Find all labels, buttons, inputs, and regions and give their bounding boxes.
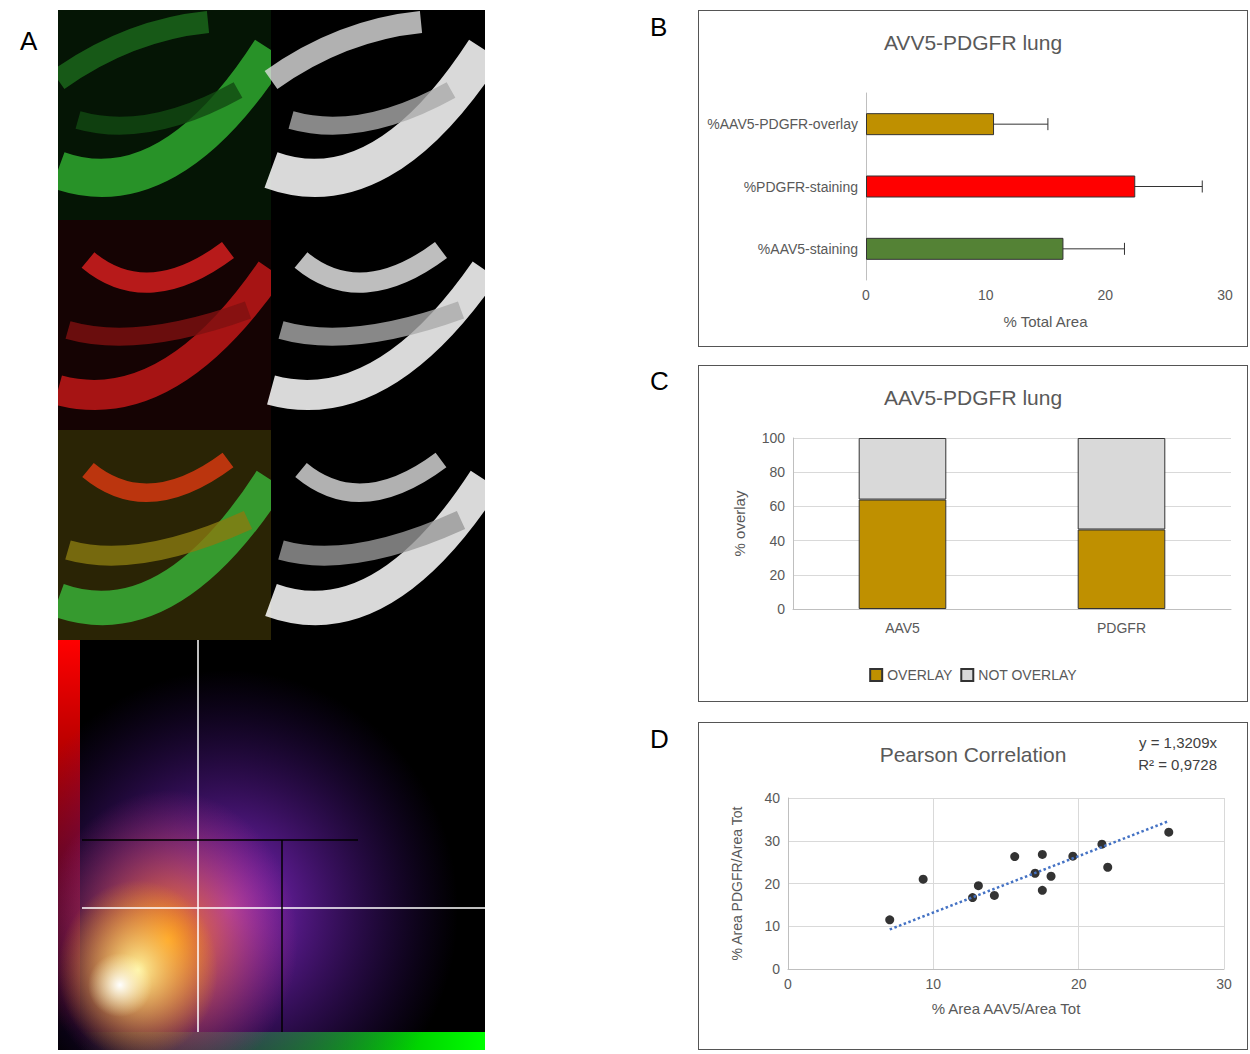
html-text:C: C xyxy=(650,366,669,396)
svg-text:0: 0 xyxy=(784,976,792,992)
svg-text:20: 20 xyxy=(1071,976,1087,992)
html-text:D: D xyxy=(650,724,669,754)
svg-text:% Area PDGFR/Area Tot: % Area PDGFR/Area Tot xyxy=(729,806,745,960)
svg-text:OVERLAY: OVERLAY xyxy=(887,667,953,683)
svg-text:10: 10 xyxy=(926,976,942,992)
svg-text:AVV5-PDGFR lung: AVV5-PDGFR lung xyxy=(884,31,1062,54)
svg-text:PDGFR: PDGFR xyxy=(1097,620,1146,636)
html-text:B: B xyxy=(650,12,668,42)
svg-text:%PDGFR-staining: %PDGFR-staining xyxy=(744,179,858,195)
svg-text:Pearson Correlation: Pearson Correlation xyxy=(880,743,1067,766)
svg-text:60: 60 xyxy=(769,498,785,514)
svg-text:30: 30 xyxy=(1217,287,1233,303)
svg-text:y = 1,3209x: y = 1,3209x xyxy=(1139,734,1217,751)
svg-text:100: 100 xyxy=(762,430,786,446)
svg-text:10: 10 xyxy=(978,287,994,303)
html-text:A: A xyxy=(20,26,38,56)
svg-text:% Area AAV5/Area Tot: % Area AAV5/Area Tot xyxy=(932,1000,1082,1017)
svg-text:NOT OVERLAY: NOT OVERLAY xyxy=(978,667,1077,683)
svg-text:0: 0 xyxy=(772,961,780,977)
svg-text:%AAV5-staining: %AAV5-staining xyxy=(758,241,858,257)
svg-text:40: 40 xyxy=(769,533,785,549)
svg-text:0: 0 xyxy=(862,287,870,303)
svg-text:30: 30 xyxy=(764,833,780,849)
svg-text:AAV5-PDGFR lung: AAV5-PDGFR lung xyxy=(884,386,1062,409)
svg-text:20: 20 xyxy=(769,567,785,583)
svg-text:R² = 0,9728: R² = 0,9728 xyxy=(1138,756,1217,773)
svg-text:% Total Area: % Total Area xyxy=(1004,313,1089,330)
svg-text:20: 20 xyxy=(1098,287,1114,303)
svg-text:80: 80 xyxy=(769,464,785,480)
svg-text:AAV5: AAV5 xyxy=(885,620,920,636)
svg-text:%AAV5-PDGFR-overlay: %AAV5-PDGFR-overlay xyxy=(707,116,858,132)
svg-text:% overlay: % overlay xyxy=(731,490,748,556)
svg-text:30: 30 xyxy=(1216,976,1232,992)
svg-text:40: 40 xyxy=(764,790,780,806)
svg-text:20: 20 xyxy=(764,876,780,892)
svg-text:10: 10 xyxy=(764,918,780,934)
svg-text:0: 0 xyxy=(777,601,785,617)
